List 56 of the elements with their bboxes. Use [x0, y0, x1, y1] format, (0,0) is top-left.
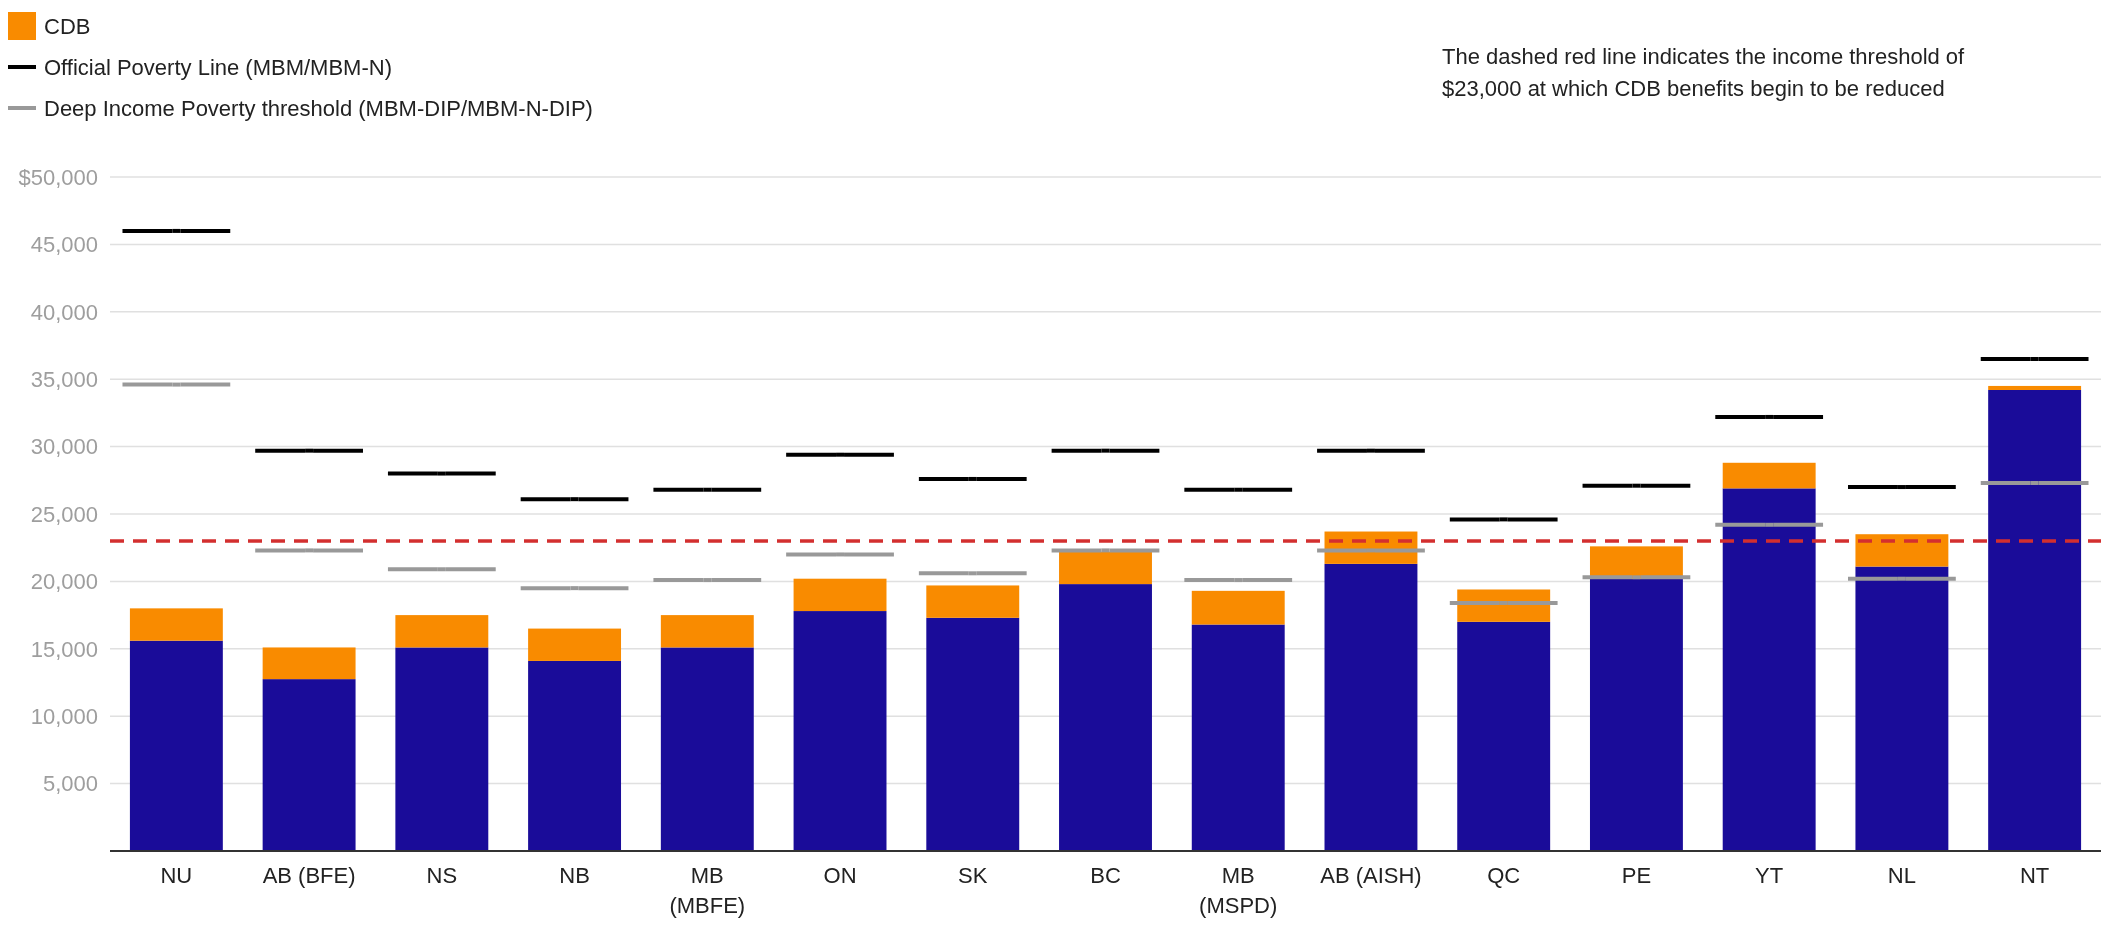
y-tick-label: 10,000 — [30, 703, 98, 729]
x-tick-label: NT — [2019, 863, 2050, 888]
bar — [528, 628, 622, 661]
x-tick-label: NU — [160, 863, 193, 888]
bar — [1059, 584, 1152, 851]
x-tick-label: QC — [1487, 863, 1521, 888]
bar — [262, 647, 356, 680]
bar — [1191, 590, 1285, 625]
x-tick-label: NL — [1887, 863, 1916, 888]
x-tick-label: MB (MSPD) — [1199, 863, 1278, 918]
legend-label: CDB — [44, 13, 91, 39]
bar — [1059, 551, 1152, 585]
x-tick-label: YT — [1755, 863, 1784, 888]
bar — [1722, 462, 1816, 489]
x-tick-label: ON — [823, 863, 857, 888]
bar — [1855, 534, 1949, 567]
bar — [528, 660, 622, 851]
x-tick-label: BC — [1090, 863, 1121, 888]
bar — [1988, 385, 2082, 390]
bar — [1722, 488, 1816, 851]
bar — [395, 615, 489, 648]
bar — [129, 640, 223, 851]
bar — [1191, 624, 1285, 851]
bar — [793, 611, 887, 851]
y-tick-label: 5,000 — [42, 771, 98, 797]
text: The dashed red line indicates the income threshold of $23,000 at which CDB benefits begin to be reduced — [1442, 44, 1966, 101]
x-tick-label: SK — [958, 863, 988, 888]
x-tick-label: MB (MBFE) — [669, 863, 746, 918]
bar — [1589, 578, 1683, 851]
y-tick-label: 20,000 — [30, 569, 98, 595]
y-tick-label: 35,000 — [30, 366, 98, 392]
x-tick-label: PE — [1621, 863, 1652, 888]
x-tick-label: AB (AISH) — [1320, 863, 1422, 888]
x-tick-label: AB (BFE) — [262, 863, 356, 888]
bar — [262, 679, 356, 851]
bar — [793, 578, 887, 612]
x-tick-label: NS — [426, 863, 458, 888]
legend-label: Deep Income Poverty threshold (MBM-DIP/MBM-N-DIP) — [44, 95, 593, 121]
x-tick-label: NB — [559, 863, 590, 888]
y-tick-label: 15,000 — [30, 636, 98, 662]
bar — [1855, 566, 1949, 851]
bar — [395, 647, 489, 851]
y-tick-label: $50,000 — [18, 164, 98, 190]
bar — [1324, 563, 1418, 851]
y-tick-label: 45,000 — [30, 232, 98, 258]
bar — [1457, 621, 1551, 851]
y-tick-label: 40,000 — [30, 299, 98, 325]
bar — [660, 615, 754, 648]
bar — [129, 608, 223, 641]
legend-label: Official Poverty Line (MBM/MBM-N) — [44, 54, 392, 80]
bar — [1988, 389, 2082, 851]
bar — [926, 617, 1020, 851]
bar — [926, 585, 1020, 618]
bar — [660, 647, 754, 851]
y-tick-label: 30,000 — [30, 434, 98, 460]
y-tick-label: 25,000 — [30, 501, 98, 527]
